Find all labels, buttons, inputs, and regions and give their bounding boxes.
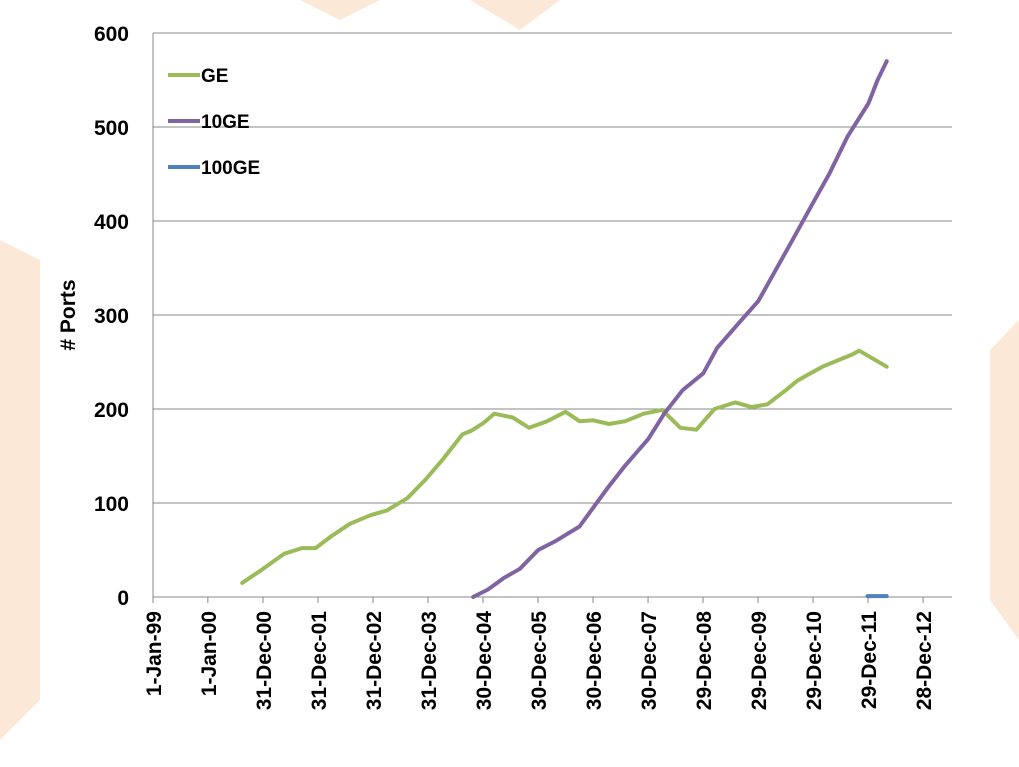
- x-tick-label: 29-Dec-11: [858, 611, 881, 709]
- x-tick-label: 30-Dec-07: [638, 611, 661, 710]
- legend-label: 100GE: [201, 158, 260, 179]
- x-tick-label: 31-Dec-00: [253, 611, 276, 710]
- x-tick-label: 31-Dec-02: [363, 611, 386, 710]
- x-tick-label: 30-Dec-04: [473, 611, 496, 711]
- x-tick-label: 31-Dec-01: [308, 611, 331, 711]
- x-tick-label: 1-Jan-99: [143, 611, 166, 696]
- y-tick-label: 200: [94, 399, 129, 422]
- x-tick-label: 29-Dec-09: [748, 611, 771, 710]
- x-tick-label: 30-Dec-05: [528, 611, 551, 711]
- background-decoration: [0, 0, 1019, 740]
- y-tick-label: 600: [94, 23, 129, 46]
- x-tick-label: 29-Dec-10: [803, 611, 826, 710]
- y-tick-label: 500: [94, 117, 129, 140]
- y-tick-label: 300: [94, 305, 129, 328]
- x-tick-label: 30-Dec-06: [583, 611, 606, 710]
- x-tick-label: 1-Jan-00: [198, 611, 221, 696]
- y-tick-label: 400: [94, 211, 129, 234]
- series-line: [240, 348, 889, 585]
- y-axis-label: # Ports: [57, 279, 80, 350]
- legend-label: GE: [201, 66, 228, 87]
- x-tick-label: 28-Dec-12: [913, 611, 936, 710]
- legend-label: 10GE: [201, 112, 250, 133]
- y-tick-label: 100: [94, 493, 129, 516]
- y-tick-label: 0: [117, 587, 129, 610]
- series-line: [471, 59, 889, 599]
- x-tick-label: 31-Dec-03: [418, 611, 441, 710]
- x-tick-label: 29-Dec-08: [693, 611, 716, 711]
